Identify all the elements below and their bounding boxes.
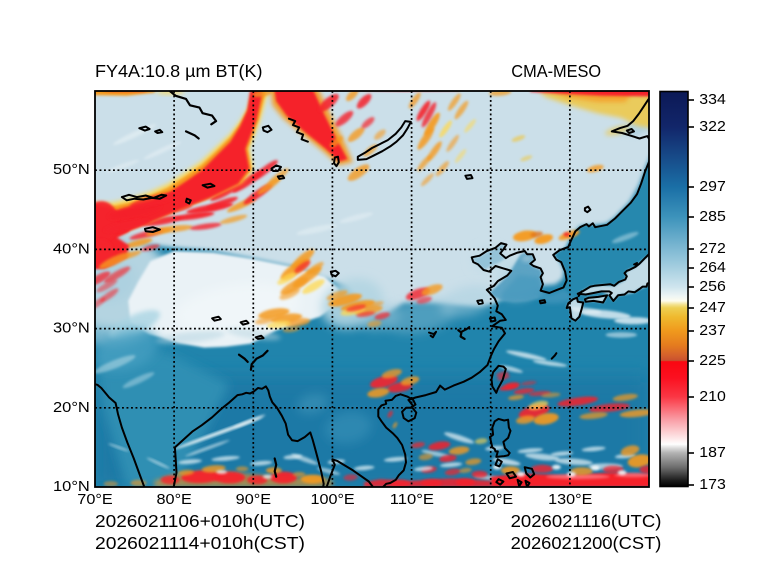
svg-text:272: 272 [699, 241, 726, 257]
svg-text:40°N: 40°N [53, 241, 90, 257]
svg-text:20°N: 20°N [53, 400, 90, 416]
svg-text:297: 297 [699, 179, 726, 195]
svg-text:50°N: 50°N [53, 162, 90, 178]
svg-text:130°E: 130°E [548, 492, 593, 508]
svg-text:334: 334 [699, 92, 726, 108]
svg-text:2026021106+010h(UTC): 2026021106+010h(UTC) [95, 511, 305, 531]
svg-text:264: 264 [699, 260, 726, 276]
svg-text:285: 285 [699, 209, 726, 225]
svg-text:30°N: 30°N [53, 321, 90, 337]
svg-text:210: 210 [699, 389, 726, 405]
svg-text:2026021116(UTC): 2026021116(UTC) [511, 511, 662, 531]
svg-text:90°E: 90°E [236, 492, 272, 508]
svg-text:FY4A:10.8 µm BT(K): FY4A:10.8 µm BT(K) [95, 61, 263, 81]
svg-text:2026021114+010h(CST): 2026021114+010h(CST) [95, 533, 305, 553]
svg-text:173: 173 [699, 477, 726, 493]
svg-text:256: 256 [699, 279, 726, 295]
svg-text:CMA-MESO: CMA-MESO [511, 61, 601, 81]
svg-text:2026021200(CST): 2026021200(CST) [511, 533, 662, 553]
svg-text:187: 187 [699, 445, 726, 461]
svg-text:225: 225 [699, 353, 726, 369]
svg-text:247: 247 [699, 300, 726, 316]
svg-text:110°E: 110°E [390, 492, 435, 508]
svg-text:237: 237 [699, 323, 726, 339]
svg-text:80°E: 80°E [157, 492, 193, 508]
svg-text:100°E: 100°E [311, 492, 356, 508]
svg-text:70°E: 70°E [77, 492, 113, 508]
svg-text:322: 322 [699, 119, 726, 135]
svg-text:120°E: 120°E [469, 492, 514, 508]
svg-text:10°N: 10°N [53, 479, 90, 495]
